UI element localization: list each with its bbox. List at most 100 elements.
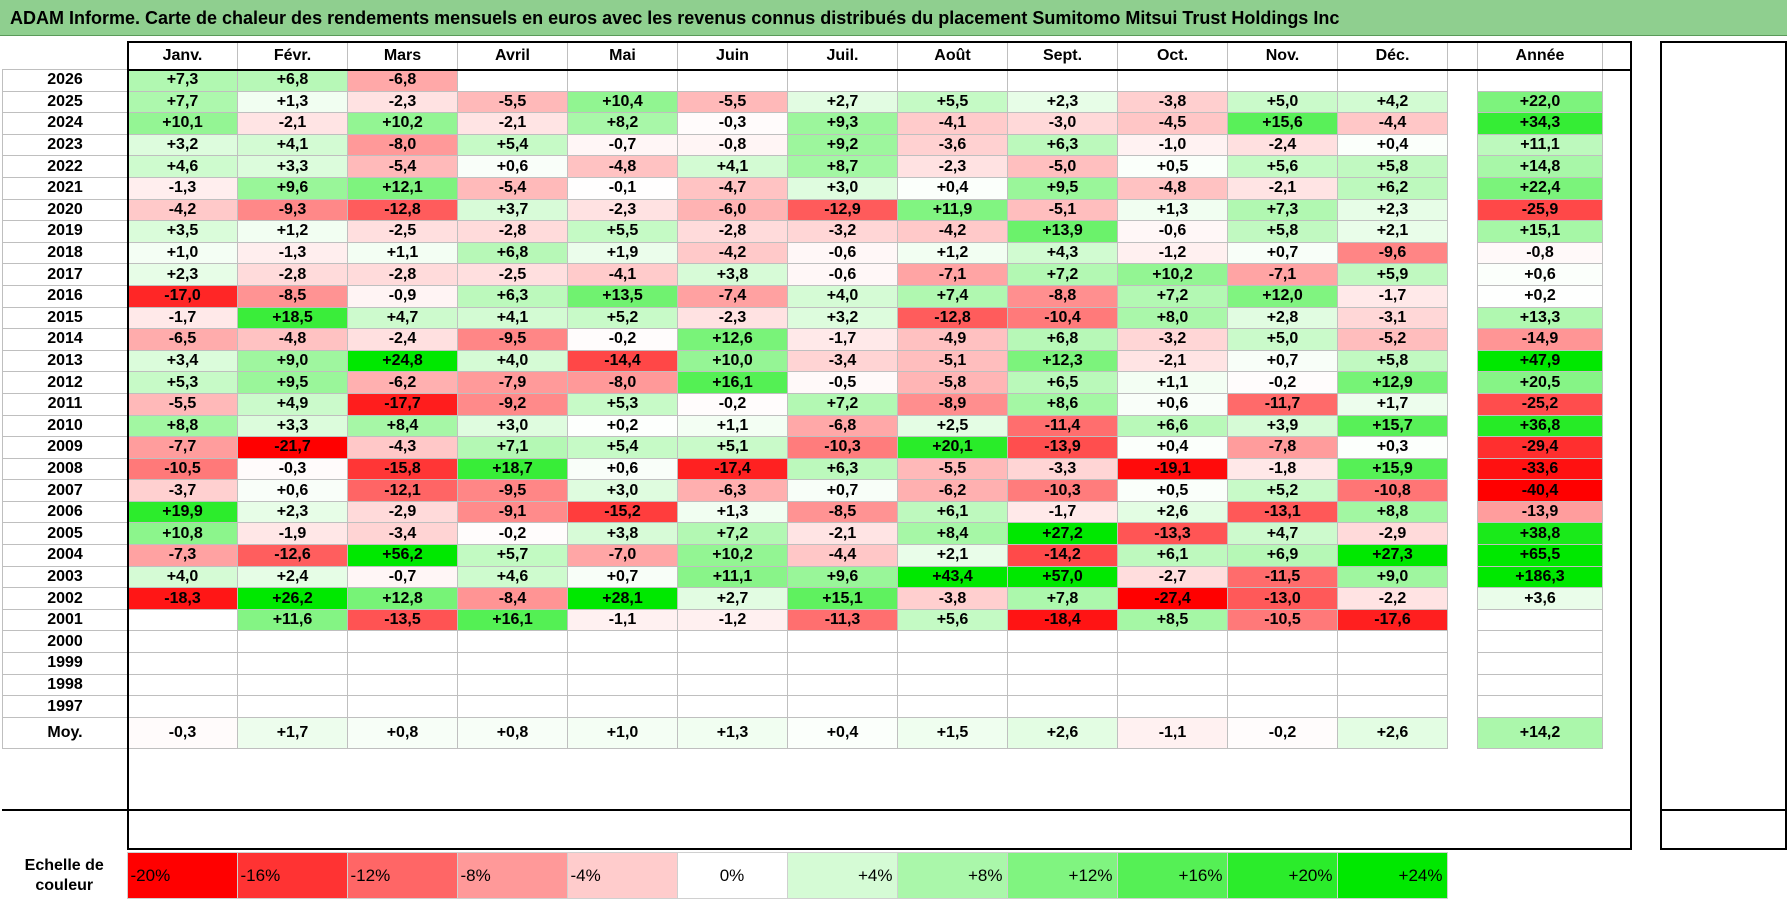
heatmap-cell: -8,8	[1007, 284, 1118, 308]
heatmap-cell: +8,5	[1117, 608, 1228, 632]
heatmap-cell: +6,1	[897, 500, 1008, 524]
heatmap-cell: -2,3	[897, 155, 1008, 178]
heatmap-cell: +11,9	[897, 198, 1008, 222]
heatmap-cell: +8,6	[1007, 392, 1118, 416]
heatmap-cell: +4,2	[1337, 90, 1448, 114]
average-separator	[2, 809, 1632, 811]
heatmap-cell: -10,8	[1337, 479, 1448, 502]
heatmap-cell: -9,2	[457, 392, 568, 416]
annual-cell: -40,4	[1477, 479, 1603, 502]
column-gap	[1447, 285, 1478, 308]
heatmap-cell: +4,9	[237, 392, 348, 416]
heatmap-cell: -9,3	[237, 198, 348, 222]
table-row: 2005 +10,8 -1,9 -3,4 -0,2 +3,8 +7,2 -2,1 +8,4 +27…	[2, 522, 1603, 546]
annual-cell: +20,5	[1477, 371, 1603, 394]
month-header: Mai	[567, 41, 678, 70]
heatmap-cell: +3,5	[127, 220, 238, 243]
heatmap-cell: -7,1	[897, 263, 1008, 286]
heatmap-cell: -0,6	[1117, 220, 1228, 243]
column-gap	[1447, 717, 1478, 749]
heatmap-cell: +1,0	[127, 241, 238, 265]
annual-cell: -25,2	[1477, 392, 1603, 416]
year-label: 1997	[2, 695, 128, 718]
table-row: 2015 -1,7 +18,5 +4,7 +4,1 +5,2 -2,3 +3,2 -12,8 -1…	[2, 306, 1603, 330]
heatmap-cell: +5,9	[1337, 263, 1448, 286]
heatmap-cell	[897, 69, 1008, 92]
table-row: 2010 +8,8 +3,3 +8,4 +3,0 +0,2 +1,1 -6,8 +2,5 -11,…	[2, 414, 1603, 438]
heatmap-cell: -4,1	[897, 112, 1008, 135]
heatmap-cell: +0,6	[567, 457, 678, 481]
heatmap-cell: +9,5	[1007, 176, 1118, 200]
heatmap-cell: +7,3	[1227, 198, 1338, 222]
annual-cell: +36,8	[1477, 414, 1603, 438]
legend-swatch: -8%	[456, 852, 568, 899]
heatmap-cell: +10,8	[127, 522, 238, 546]
heatmap-cell: +9,0	[1337, 565, 1448, 589]
heatmap-cell: +5,8	[1227, 220, 1338, 243]
header-row: Janv. Févr. Mars Avril Mai Juin Juil. Août Sept.…	[3, 41, 1603, 70]
heatmap-cell	[1227, 652, 1338, 675]
column-gap	[1447, 436, 1478, 459]
heatmap-cell: -4,4	[787, 544, 898, 567]
heatmap-cell: -9,6	[1337, 241, 1448, 265]
table-row: 2020 -4,2 -9,3 -12,8 +3,7 -2,3 -6,0 -12,9 +11,9-…	[2, 198, 1603, 222]
month-header: Sept.	[1007, 41, 1118, 70]
heatmap-cell: +10,2	[677, 544, 788, 567]
heatmap-cell: +0,4	[1337, 133, 1448, 157]
heatmap-cell: +9,0	[237, 349, 348, 373]
average-row: Moy. -0,3 +1,7 +0,8 +0,8 +1,0 +1,3 +0,4 +1,5 +2,6…	[2, 716, 1603, 749]
column-gap	[1447, 69, 1478, 92]
legend-row: Echelle de couleur -20% -16% -12% -8% -4% 0% +4…	[2, 852, 1448, 899]
heatmap-cell	[787, 695, 898, 718]
chart-title: ADAM Informe. Carte de chaleur des rende…	[0, 0, 1787, 36]
heatmap-cell: +5,5	[567, 220, 678, 243]
year-label: 2013	[2, 349, 128, 373]
heatmap-cell	[787, 630, 898, 654]
column-gap	[1447, 371, 1478, 394]
heatmap-cell: +2,3	[237, 500, 348, 524]
heatmap-cell	[677, 695, 788, 718]
heatmap-cell: +3,8	[567, 522, 678, 546]
heatmap-cell: +7,2	[787, 392, 898, 416]
heatmap-cell: +7,2	[677, 522, 788, 546]
heatmap-cell: +3,9	[1227, 414, 1338, 438]
heatmap-cell: -0,7	[347, 565, 458, 589]
heatmap-cell: +5,3	[567, 392, 678, 416]
table-row: 2025 +7,7 +1,3 -2,3 -5,5 +10,4 -5,5 +2,7 +5,5 +2,…	[2, 90, 1603, 114]
heatmap-cell: +12,3	[1007, 349, 1118, 373]
year-label: 2009	[2, 436, 128, 459]
table-row: 1997	[2, 695, 1603, 718]
legend-swatch: +24%	[1336, 852, 1448, 899]
annual-cell: +65,5	[1477, 544, 1603, 567]
annual-cell: -29,4	[1477, 436, 1603, 459]
heatmap-cell	[1007, 695, 1118, 718]
heatmap-cell: +10,2	[347, 112, 458, 135]
heatmap-cell: +8,8	[127, 414, 238, 438]
year-label: 1999	[2, 652, 128, 675]
table-row: 2012 +5,3 +9,5 -6,2 -7,9 -8,0 +16,1 -0,5 -5,8 +6,…	[2, 371, 1603, 394]
legend-swatch: +4%	[786, 852, 898, 899]
column-gap	[1447, 652, 1478, 675]
heatmap-cell: +5,1	[677, 436, 788, 459]
annual-cell: +34,3	[1477, 112, 1603, 135]
heatmap-cell: -3,6	[897, 133, 1008, 157]
heatmap-cell	[457, 652, 568, 675]
heatmap-cell: -5,4	[347, 155, 458, 178]
legend-swatch: +12%	[1006, 852, 1118, 899]
annual-cell	[1477, 695, 1603, 718]
heatmap-cell: -13,3	[1117, 522, 1228, 546]
year-label: 1998	[2, 673, 128, 697]
heatmap-cell: +4,7	[1227, 522, 1338, 546]
heatmap-cell: -11,3	[787, 608, 898, 632]
heatmap-cell	[677, 673, 788, 697]
heatmap-cell: -0,7	[567, 133, 678, 157]
year-label: 2024	[2, 112, 128, 135]
heatmap-cell: +1,9	[567, 241, 678, 265]
heatmap-cell: +6,5	[1007, 371, 1118, 394]
heatmap-cell: -0,2	[457, 522, 568, 546]
heatmap-cell: -0,8	[677, 133, 788, 157]
annual-cell: +14,8	[1477, 155, 1603, 178]
annual-cell: -13,9	[1477, 500, 1603, 524]
heatmap-cell: -2,9	[1337, 522, 1448, 546]
table-row: 2001 +11,6 -13,5 +16,1 -1,1 -1,2 -11,3 +5,6 -18,…	[2, 608, 1603, 632]
